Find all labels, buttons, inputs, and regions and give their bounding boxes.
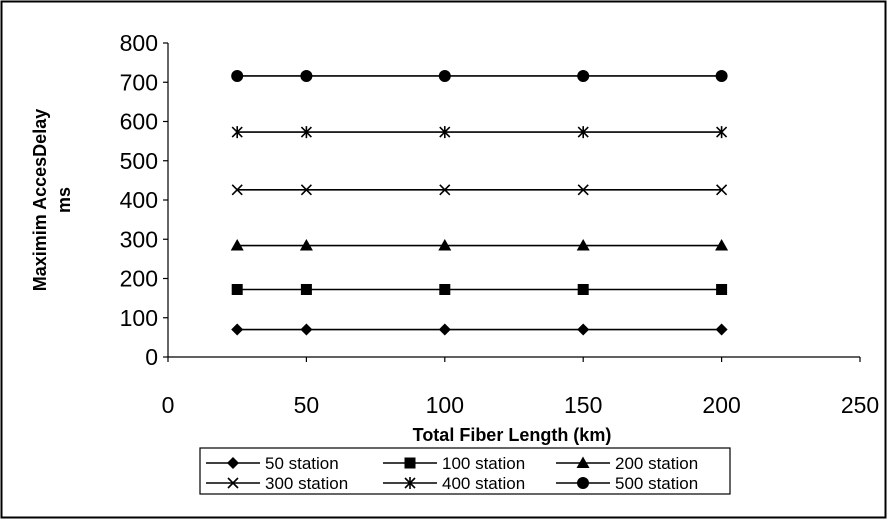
x-tick-label: 100	[426, 392, 464, 418]
data-point	[231, 69, 244, 82]
x-tick-label: 150	[564, 392, 602, 418]
legend-label: 50 station	[265, 454, 339, 473]
data-point	[577, 323, 590, 336]
data-point	[577, 126, 589, 139]
data-point	[300, 184, 312, 196]
legend-item: 400 station	[383, 474, 525, 493]
data-point	[715, 239, 729, 251]
legend-item: 200 station	[556, 454, 698, 473]
data-point	[231, 283, 243, 295]
series-100-station	[231, 283, 728, 295]
y-tick-label: 100	[120, 305, 158, 331]
data-point	[300, 323, 313, 336]
legend-marker	[404, 477, 416, 489]
data-point	[576, 239, 590, 251]
data-point	[231, 184, 243, 196]
y-tick-label: 200	[120, 266, 158, 292]
legend: 50 station 100 station 200 station 300 stat…	[199, 447, 731, 495]
legend-item: 300 station	[206, 474, 348, 493]
data-point	[715, 323, 728, 336]
data-point	[300, 283, 312, 295]
y-tick-label: 700	[120, 69, 158, 95]
y-axis-label: ms	[54, 187, 74, 213]
x-tick-label: 50	[294, 392, 320, 418]
series-300-station	[231, 184, 728, 196]
data-point	[439, 126, 451, 139]
data-point	[231, 126, 243, 139]
labels-layer: 0 100 200 300 400 500 600 700 800 0 50 100 150 200 250…	[30, 30, 879, 445]
x-axis-label: Total Fiber Length (km)	[413, 425, 612, 445]
legend-marker	[404, 457, 416, 469]
legend-item: 50 station	[206, 454, 339, 473]
data-point	[439, 283, 451, 295]
data-point	[230, 239, 244, 251]
data-point	[715, 69, 728, 82]
y-tick-label: 500	[120, 148, 158, 174]
series-layer	[230, 69, 729, 336]
legend-marker	[227, 457, 239, 469]
legend-item: 100 station	[383, 454, 525, 473]
x-tick-label: 250	[841, 392, 879, 418]
y-axis-label: Maximim AccesDelay	[30, 109, 50, 291]
y-tick-label: 0	[145, 344, 158, 370]
x-tick-label: 200	[702, 392, 740, 418]
data-point	[231, 323, 244, 336]
legend-marker	[576, 456, 590, 468]
legend-label: 200 station	[615, 454, 698, 473]
data-point	[438, 239, 452, 251]
data-point	[577, 283, 589, 295]
data-point	[716, 184, 728, 196]
legend-box	[199, 447, 731, 495]
y-tick-label: 800	[120, 30, 158, 56]
data-point	[300, 126, 312, 139]
series-50-station	[231, 323, 728, 336]
y-tick-label: 600	[120, 109, 158, 135]
y-tick-label: 400	[120, 187, 158, 213]
x-tick-label: 0	[162, 392, 175, 418]
series-400-station	[231, 126, 728, 139]
data-point	[716, 126, 728, 139]
data-point	[716, 283, 728, 295]
legend-label: 300 station	[265, 474, 348, 493]
data-point	[438, 69, 451, 82]
legend-marker	[577, 477, 589, 489]
axes-layer	[163, 42, 861, 362]
series-500-station	[231, 69, 728, 82]
data-point	[299, 239, 313, 251]
data-point	[439, 184, 451, 196]
data-point	[577, 69, 590, 82]
data-point	[300, 69, 313, 82]
legend-label: 100 station	[442, 454, 525, 473]
y-tick-label: 300	[120, 226, 158, 252]
series-200-station	[230, 239, 729, 251]
legend-item: 500 station	[556, 474, 698, 493]
legend-label: 400 station	[442, 474, 525, 493]
data-point	[438, 323, 451, 336]
data-point	[577, 184, 589, 196]
legend-marker	[227, 477, 239, 489]
legend-label: 500 station	[615, 474, 698, 493]
